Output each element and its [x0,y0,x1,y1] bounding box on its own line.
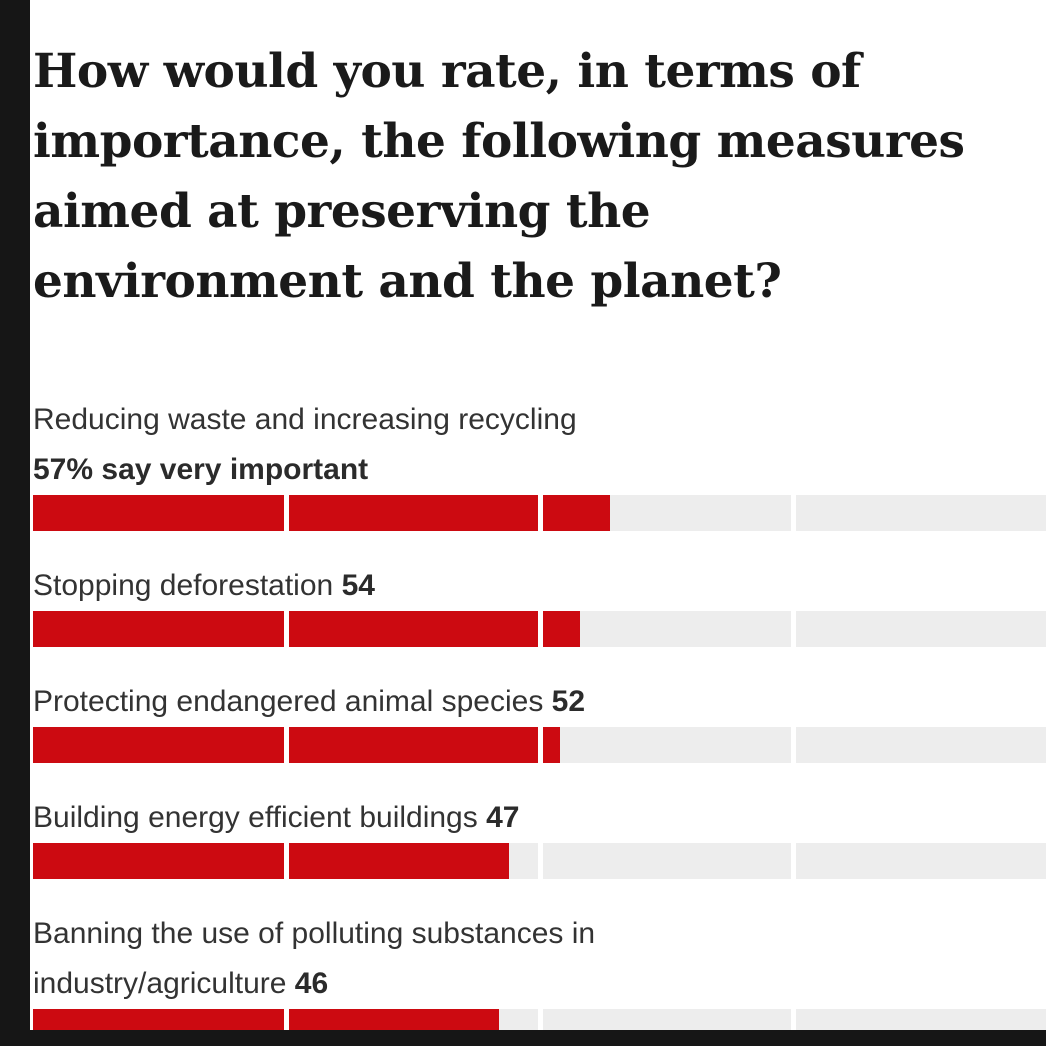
bar-track [33,843,1046,880]
bar-label-text: Reducing waste and increasing recycling [33,403,577,437]
chart-row-endangered-species: Protecting endangered animal species 52 [33,677,1046,764]
gridline-25 [284,843,290,880]
gridline-25 [284,495,290,532]
gridline-25 [284,727,290,764]
chart-title: How would you rate, in terms of importan… [33,31,1046,317]
gridline-50 [537,1009,543,1046]
bar-track [33,495,1046,532]
gridline-25 [284,611,290,648]
letterbox-bottom [0,1030,1046,1046]
chart-title-line: environment and the planet? [33,254,782,310]
chart-row-recycling: Reducing waste and increasing recycling … [33,395,1046,532]
gridline-50 [537,495,543,532]
gridline-50 [537,843,543,880]
letterbox-left [0,0,30,1046]
bar-value: 57% say very important [33,453,369,487]
gridline-25 [284,1009,290,1046]
bar-label-text: Stopping deforestation [33,569,334,603]
bar-value: 54 [341,569,375,603]
bar-fill [33,611,581,648]
gridline-50 [537,727,543,764]
chart-content: How would you rate, in terms of importan… [33,0,1046,1046]
chart-row-efficient-buildings: Building energy efficient buildings 47 [33,793,1046,880]
bar-label: Banning the use of polluting substances … [33,909,793,1009]
bar-fill [33,843,510,880]
gridline-75 [790,727,796,764]
bar-label-text: Banning the use of polluting substances … [33,917,596,1001]
bar-label: Stopping deforestation 54 [33,561,793,611]
chart-row-deforestation: Stopping deforestation 54 [33,561,1046,648]
bar-value: 46 [294,967,329,1001]
chart-title-line: aimed at preserving the [33,184,651,240]
gridline-50 [537,611,543,648]
bar-value: 52 [551,685,586,719]
chart-row-polluting-substances: Banning the use of polluting substances … [33,909,1046,1046]
bar-label-text: Protecting endangered animal species [33,685,544,719]
bar-label: Protecting endangered animal species 52 [33,677,793,727]
chart-title-line: importance, the following measures [33,114,965,170]
bar-value: 47 [486,801,520,835]
bar-track [33,611,1046,648]
gridline-75 [790,495,796,532]
bar-fill [33,727,560,764]
bar-fill [33,495,611,532]
gridline-75 [790,611,796,648]
bar-label-text: Building energy efficient buildings [33,801,478,835]
bar-track [33,727,1046,764]
bar-chart: Reducing waste and increasing recycling … [33,395,1046,1046]
bar-label: Reducing waste and increasing recycling … [33,395,793,495]
bar-label: Building energy efficient buildings 47 [33,793,793,843]
gridline-75 [790,1009,796,1046]
chart-title-line: How would you rate, in terms of [33,44,861,100]
gridline-75 [790,843,796,880]
